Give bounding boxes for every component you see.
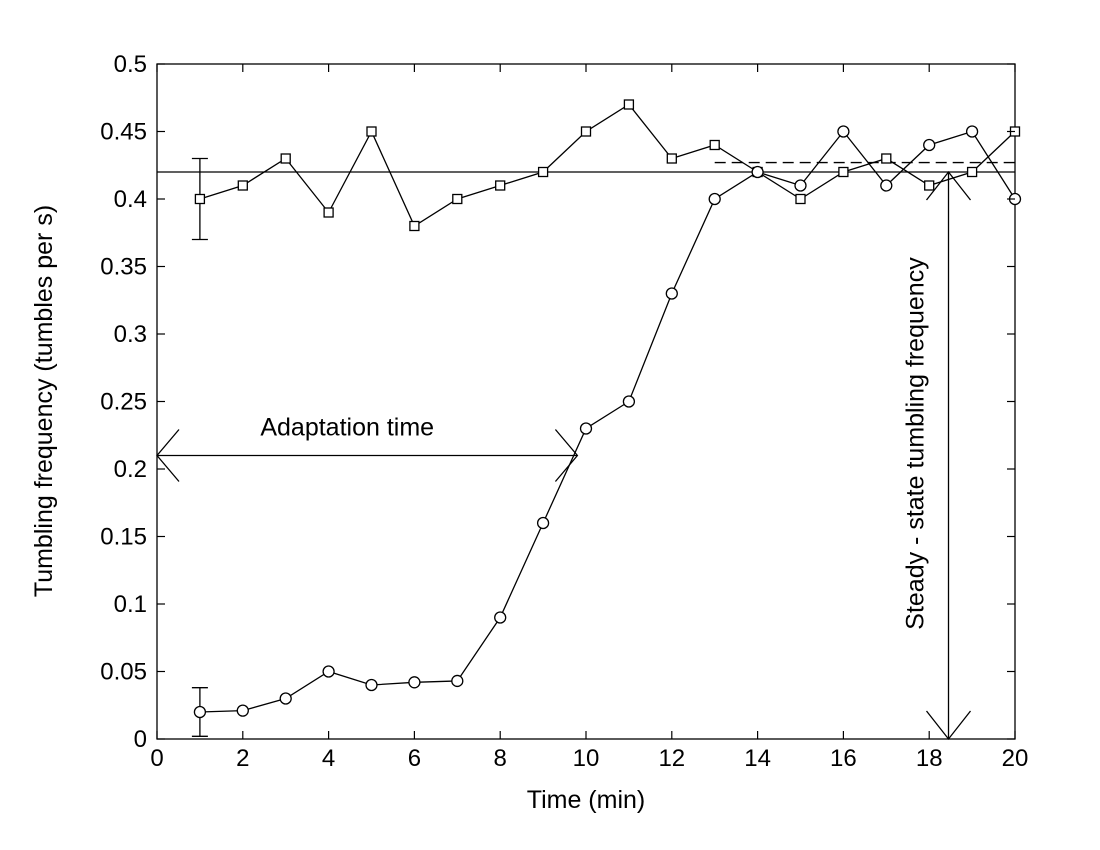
circle-data-point — [622, 395, 636, 408]
adaptation-time-label: Adaptation time — [260, 414, 434, 442]
circle-data-point — [536, 516, 550, 530]
annotations: Adaptation time Steady - state tumbling f… — [156, 170, 972, 741]
circle-data-point — [365, 678, 378, 692]
steady-state-arrow-head-top — [925, 170, 972, 201]
series-lines — [199, 103, 1016, 713]
axis-ticks: 0 2 4 6 8 10 12 14 16 18 20 0 0.05 0.1 0.15 0.2 0.25 0.3 0… — [100, 51, 1028, 772]
steady-state-arrow-head-bottom — [925, 710, 972, 741]
circle-series-line — [199, 130, 1016, 713]
circle-data-point — [408, 676, 421, 689]
y-tick-label: 0.25 — [100, 389, 147, 416]
square-data-point — [237, 180, 248, 191]
y-tick-label: 0.5 — [114, 51, 147, 78]
square-data-point — [623, 99, 635, 110]
circle-data-point — [794, 179, 807, 192]
square-data-point — [666, 153, 677, 164]
square-data-point — [280, 153, 291, 164]
square-data-point — [409, 220, 420, 232]
y-tick-label: 0.1 — [114, 591, 147, 618]
x-tick-label: 6 — [408, 745, 421, 772]
circle-data-point — [579, 422, 593, 435]
circle-data-point — [322, 665, 335, 678]
x-tick-label: 18 — [916, 745, 943, 772]
square-data-point — [966, 166, 978, 178]
square-data-point — [838, 166, 849, 178]
x-tick-label: 12 — [658, 745, 685, 772]
x-tick-label: 14 — [744, 745, 771, 772]
circle-data-point — [923, 138, 936, 152]
circle-data-point — [494, 611, 507, 624]
x-tick-label: 20 — [1002, 745, 1029, 772]
square-data-point — [881, 153, 892, 164]
y-tick-label: 0.15 — [100, 524, 147, 551]
adaptation-time-arrow-head-left — [156, 429, 180, 482]
error-bars — [191, 157, 208, 737]
square-data-point — [194, 193, 206, 205]
circle-data-point — [837, 125, 850, 138]
x-tick-label: 10 — [573, 745, 600, 772]
square-data-point — [495, 180, 506, 191]
circle-data-point — [751, 165, 764, 179]
x-tick-label: 8 — [494, 745, 507, 772]
y-tick-label: 0.35 — [100, 254, 147, 281]
square-data-point — [366, 126, 377, 137]
x-axis-label: Time (min) — [527, 786, 646, 814]
y-tick-label: 0.05 — [100, 659, 147, 686]
square-data-point — [452, 193, 463, 205]
square-data-point — [580, 126, 592, 137]
plot-frame — [156, 63, 1016, 740]
y-axis-label: Tumbling frequency (tumbles per s) — [30, 205, 58, 597]
x-tick-label: 0 — [150, 745, 163, 772]
circle-data-point — [665, 287, 678, 300]
square-data-point — [924, 180, 935, 191]
square-data-point — [795, 193, 806, 205]
square-data-point — [537, 166, 549, 178]
circle-data-point — [708, 192, 721, 206]
x-tick-label: 2 — [236, 745, 249, 772]
steady-state-label: Steady - state tumbling frequency — [902, 257, 930, 630]
square-series-line — [199, 103, 1016, 227]
square-data-point — [709, 139, 720, 151]
y-tick-label: 0.3 — [114, 321, 147, 348]
circle-data-point — [279, 692, 292, 705]
circle-data-point — [193, 705, 207, 719]
reference-lines — [157, 161, 1015, 173]
circle-data-point — [236, 704, 249, 717]
x-tick-label: 16 — [830, 745, 857, 772]
y-tick-label: 0 — [134, 726, 147, 753]
x-tick-label: 4 — [322, 745, 335, 772]
circle-data-point — [880, 179, 893, 192]
y-tick-label: 0.45 — [100, 119, 147, 146]
circle-data-point — [965, 125, 979, 138]
data-markers — [193, 99, 1022, 719]
y-tick-label: 0.2 — [114, 456, 147, 483]
square-data-point — [323, 207, 334, 218]
adaptation-time-arrow-head-right — [554, 429, 579, 482]
y-tick-label: 0.4 — [114, 186, 147, 213]
circle-data-point — [451, 674, 464, 688]
